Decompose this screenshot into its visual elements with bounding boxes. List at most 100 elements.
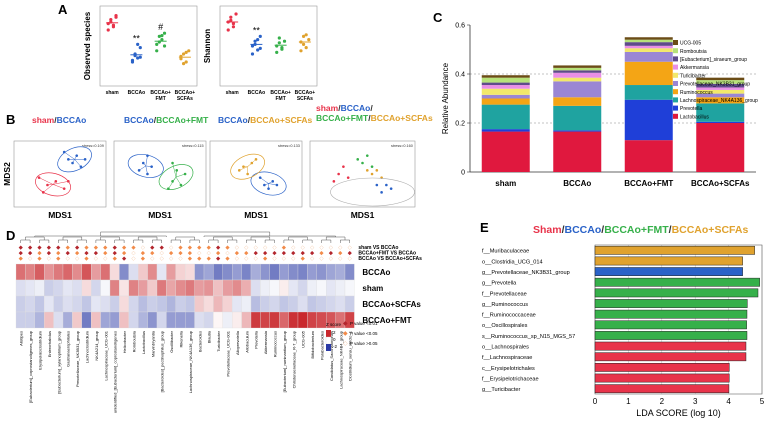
heatmap-cell (222, 263, 233, 281)
data-point (138, 55, 142, 59)
heatmap-cell (288, 279, 299, 297)
feature-label: c__Erysipelotrichales (482, 366, 535, 372)
pvalue-marker: ◆ (216, 251, 221, 257)
bar-segment (553, 131, 602, 172)
heatmap-cell (100, 295, 111, 313)
dendrogram-branch (58, 239, 68, 243)
pvalue-marker: ◇ (235, 245, 240, 251)
bar-segment (624, 42, 673, 46)
heatmap-cell (335, 279, 346, 297)
data-point (162, 31, 167, 35)
pvalue-marker: ◇ (28, 256, 33, 262)
bar-segment (481, 129, 530, 132)
pvalue-marker: ◆ (37, 251, 42, 257)
heatmap-cell (269, 279, 280, 297)
title-part: BCCAo+FMT (156, 115, 209, 125)
lda-bar (594, 245, 755, 255)
dendrogram-branch (39, 239, 50, 243)
heatmap-cell (185, 311, 195, 329)
legend-label: Lactobacillus (680, 114, 709, 120)
heatmap-cell (100, 263, 111, 281)
title-part: BCCAo (218, 115, 248, 125)
data-point (46, 183, 49, 187)
dendrogram-branch (227, 239, 238, 243)
heatmap-cell (344, 311, 355, 329)
data-point (361, 161, 364, 165)
column-label: Candidatus_Saccharimonas (329, 331, 334, 381)
heatmap-cell (250, 295, 261, 313)
title-part: BCCAo (565, 224, 602, 236)
bar-segment (553, 67, 602, 71)
column-label: Alloprevotella (235, 330, 240, 355)
lda-bar (594, 299, 748, 308)
data-point (155, 42, 159, 47)
column-label: Rikenella (179, 330, 184, 347)
bar-segment (624, 48, 673, 52)
pvalue-marker: ◆ (150, 245, 155, 251)
group-ellipse (158, 164, 194, 190)
pvalue-marker: ◆ (338, 251, 343, 257)
data-point (184, 50, 188, 55)
bar-segment (553, 70, 602, 73)
bar-segment (696, 103, 745, 122)
pvalue-marker: ◇ (169, 245, 174, 251)
x-tick-label: sham (226, 90, 240, 96)
panel-title: Sham/BCCAo/BCCAo+FMT/BCCAo+SCFAs (533, 224, 748, 236)
title-part: / (601, 224, 604, 236)
row-label: BCCAo (362, 268, 390, 277)
pvalue-marker: ◆ (216, 256, 221, 262)
data-point (277, 41, 281, 45)
heatmap-cell (297, 263, 308, 281)
heatmap-cell (34, 311, 45, 329)
pvalue-marker: ◆ (291, 251, 296, 257)
feature-label: f__Prevotellaceae (482, 291, 527, 297)
spider-line (175, 173, 186, 178)
bar-segment (624, 99, 673, 141)
heatmap-cell (81, 295, 92, 313)
bar-segment (481, 85, 530, 89)
y-axis-label: Relative Abundance (441, 62, 450, 134)
data-point (267, 187, 270, 190)
feature-label: o__Lachnospirales (482, 345, 529, 351)
column-label: Akkermansia (263, 330, 268, 354)
data-point (301, 34, 306, 39)
pvalue-marker: ◇ (160, 251, 165, 257)
heatmap-cell (260, 311, 270, 329)
dendrogram-branch (100, 231, 271, 236)
data-point (246, 172, 249, 176)
data-point (146, 172, 149, 176)
bar-segment (696, 89, 745, 94)
bar-segment (624, 45, 673, 49)
column-label: Romboutsia (132, 330, 137, 352)
lda-bar (594, 320, 747, 330)
data-point (136, 56, 140, 60)
heatmap-cell (138, 311, 148, 329)
pvalue-marker: ◆ (47, 245, 52, 251)
pvalue-marker: ◆ (122, 245, 127, 251)
heatmap-cell (109, 279, 120, 297)
spider-line (247, 159, 257, 167)
data-point (37, 176, 41, 179)
pvalue-marker: ◇ (263, 245, 268, 251)
pvalue-marker: ◇ (272, 245, 277, 251)
data-point (385, 183, 388, 187)
heatmap-cell (109, 263, 120, 281)
heatmap-cell (307, 279, 317, 297)
pvalue-marker: ◇ (291, 245, 296, 251)
heatmap-cell (279, 295, 289, 313)
pvalue-marker: ◇ (141, 245, 146, 251)
heatmap-cell (25, 311, 35, 329)
dendrogram-branch (34, 235, 167, 237)
heatmap-cell (232, 311, 242, 329)
heatmap-cell (297, 279, 308, 297)
heatmap-cell (72, 311, 82, 329)
pvalue-marker: ◆ (47, 251, 52, 257)
legend-label: UCG-005 (680, 41, 701, 47)
bar-segment (624, 61, 673, 86)
heatmap-cell (147, 263, 158, 281)
stress-value: stress=0.109 (82, 144, 104, 148)
heatmap-cell (128, 279, 139, 297)
column-label: NK4A214_group (94, 330, 99, 360)
pvalue-marker: ◇ (160, 256, 165, 262)
